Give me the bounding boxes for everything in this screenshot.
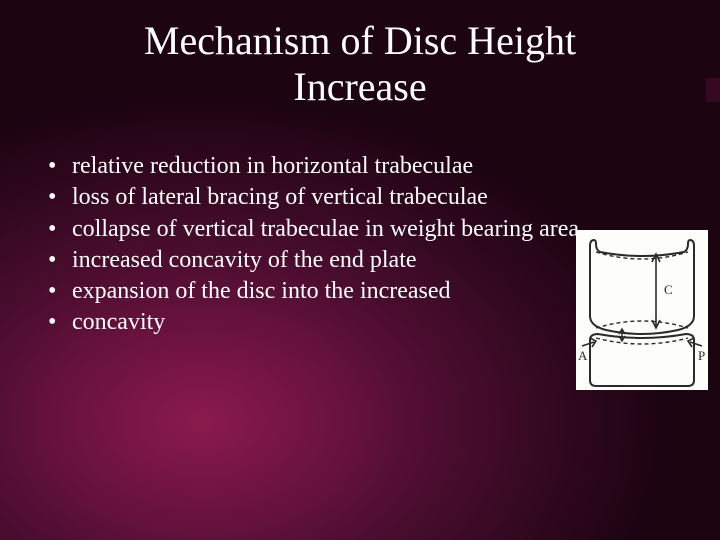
list-item: loss of lateral bracing of vertical trab… xyxy=(42,183,680,212)
slide-title: Mechanism of Disc Height Increase xyxy=(40,18,680,110)
diagram-svg: C A P xyxy=(576,230,708,390)
diagram-label-c: C xyxy=(664,282,673,297)
accent-bar xyxy=(706,78,720,102)
list-item: relative reduction in horizontal trabecu… xyxy=(42,152,680,181)
slide: Mechanism of Disc Height Increase relati… xyxy=(0,0,720,540)
diagram-label-p: P xyxy=(698,348,705,363)
diagram-label-a: A xyxy=(578,348,588,363)
vertebra-diagram: C A P xyxy=(576,230,708,390)
